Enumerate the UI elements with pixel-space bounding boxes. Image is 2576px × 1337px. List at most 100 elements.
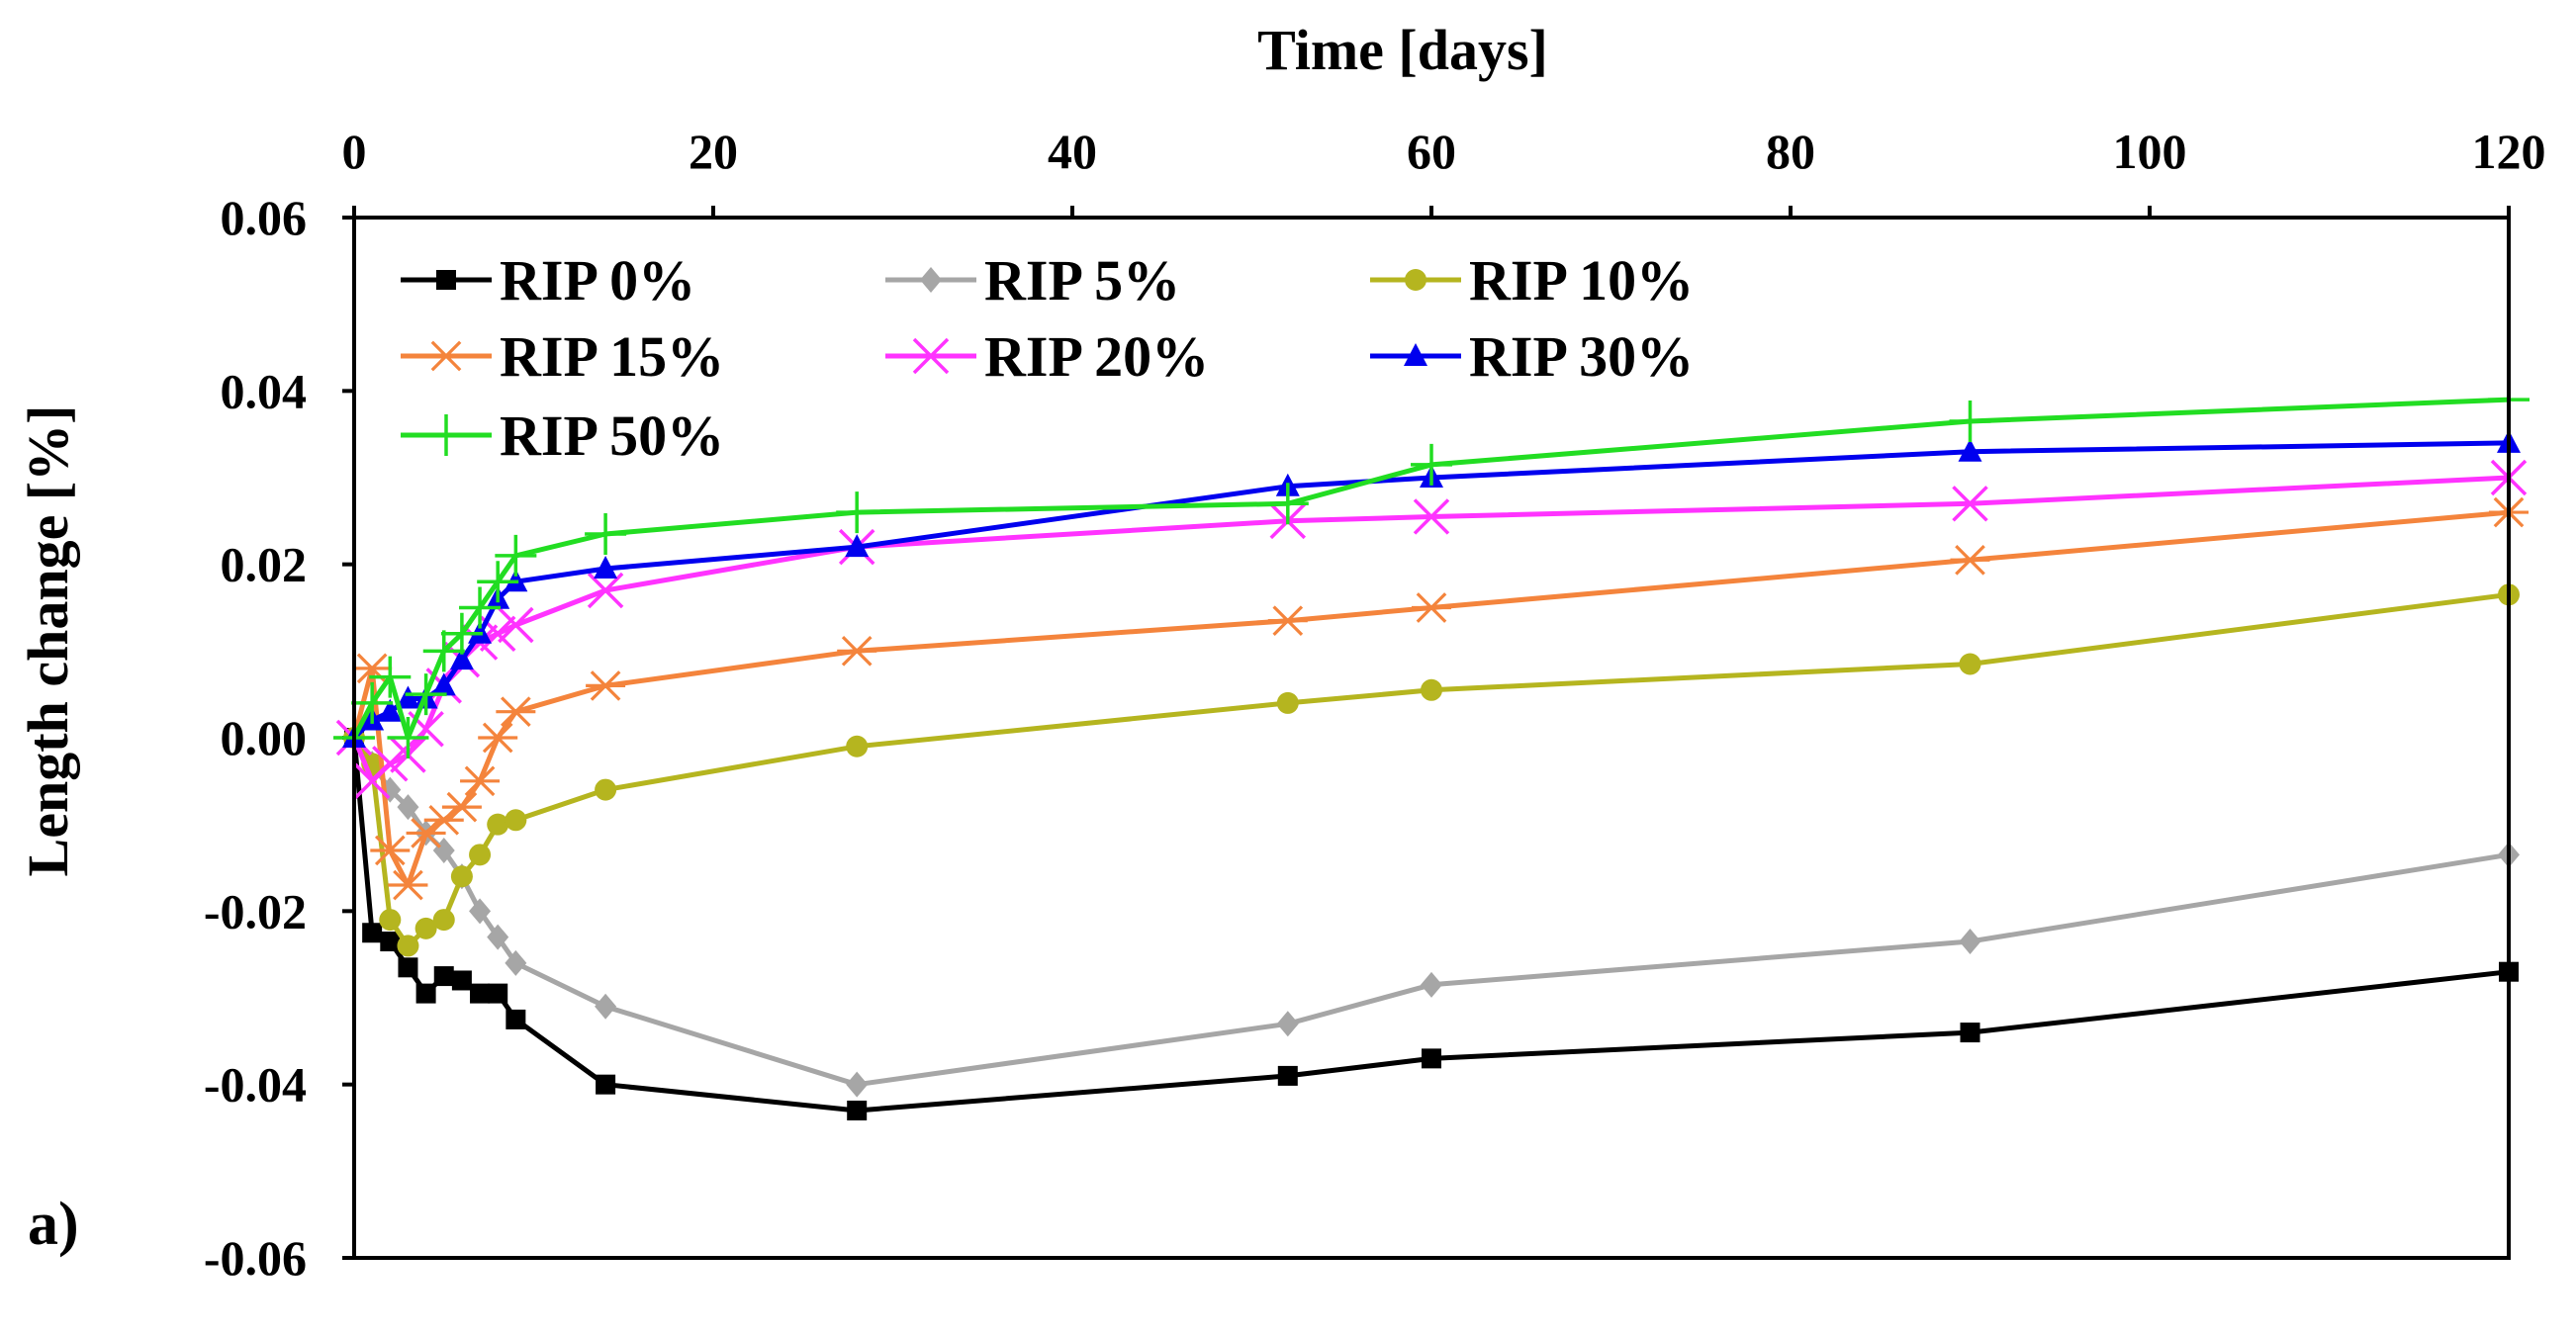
data-point bbox=[1952, 486, 1988, 522]
legend-marker bbox=[426, 340, 466, 372]
data-point bbox=[1276, 691, 1299, 714]
data-point bbox=[594, 556, 618, 579]
data-point bbox=[440, 612, 483, 655]
y-tick-label: -0.04 bbox=[204, 1057, 307, 1113]
data-point bbox=[451, 970, 472, 991]
data-point bbox=[1412, 592, 1451, 623]
series-line bbox=[351, 736, 2510, 1088]
data-point bbox=[477, 561, 519, 603]
data-point bbox=[587, 572, 624, 609]
data-point bbox=[372, 746, 409, 782]
data-point bbox=[450, 865, 473, 888]
data-point bbox=[1267, 605, 1308, 636]
y-axis-ticks: 0.06 0.04 0.02 0.00 -0.02 -0.04 -0.06 bbox=[204, 190, 354, 1286]
data-point bbox=[846, 1071, 869, 1098]
data-point bbox=[596, 1074, 616, 1095]
series-line bbox=[351, 509, 2510, 888]
data-point bbox=[1960, 1023, 1980, 1043]
data-point bbox=[845, 534, 870, 558]
data-point bbox=[378, 698, 403, 722]
data-point bbox=[495, 534, 537, 577]
data-point bbox=[846, 735, 869, 758]
legend-label: RIP 15% bbox=[500, 324, 724, 389]
legend-label: RIP 30% bbox=[1469, 324, 1694, 389]
legend-label: RIP 10% bbox=[1469, 248, 1694, 312]
data-point bbox=[415, 983, 436, 1004]
plot-frame bbox=[352, 216, 2511, 1260]
x-tick-label: 20 bbox=[689, 124, 738, 179]
legend-item: RIP 5% bbox=[885, 248, 1180, 312]
legend-label: RIP 20% bbox=[984, 324, 1209, 389]
x-tick-label: 100 bbox=[2113, 124, 2187, 179]
data-point bbox=[1413, 498, 1450, 535]
x-tick-label: 0 bbox=[342, 124, 367, 179]
data-point bbox=[1950, 544, 1990, 576]
data-point bbox=[469, 898, 492, 925]
legend-item: RIP 50% bbox=[401, 403, 724, 468]
data-point bbox=[422, 630, 465, 672]
legend: RIP 0% RIP 5% RIP 10% RIP 15% RIP 20% RIP 30%… bbox=[401, 248, 1694, 468]
data-point bbox=[837, 636, 877, 667]
data-point bbox=[1959, 653, 1981, 675]
data-point bbox=[595, 993, 617, 1020]
data-point bbox=[379, 909, 402, 932]
data-point bbox=[470, 983, 491, 1004]
data-point bbox=[441, 791, 482, 823]
data-point bbox=[414, 917, 437, 939]
y-tick-label: 0.00 bbox=[221, 710, 308, 765]
data-point bbox=[469, 844, 492, 866]
data-point bbox=[433, 966, 454, 987]
legend-label: RIP 0% bbox=[500, 248, 695, 312]
data-point bbox=[398, 957, 418, 978]
x-tick-label: 120 bbox=[2472, 124, 2546, 179]
legend-label: RIP 50% bbox=[500, 403, 724, 468]
legend-label: RIP 5% bbox=[984, 248, 1180, 312]
data-point bbox=[1276, 1011, 1299, 1037]
data-point bbox=[505, 949, 527, 976]
legend-marker bbox=[425, 414, 467, 456]
data-point bbox=[370, 835, 411, 866]
data-point bbox=[406, 818, 446, 848]
legend-marker bbox=[920, 267, 942, 293]
data-point bbox=[369, 656, 412, 698]
series-line bbox=[351, 475, 2510, 784]
data-point bbox=[1421, 971, 1442, 998]
data-point bbox=[506, 1009, 526, 1029]
legend-item: RIP 20% bbox=[885, 324, 1209, 389]
data-point bbox=[380, 932, 401, 952]
series-layer bbox=[333, 379, 2530, 1120]
legend-item: RIP 30% bbox=[1370, 324, 1694, 389]
data-point bbox=[505, 809, 527, 832]
y-tick-label: 0.04 bbox=[221, 363, 308, 418]
data-point bbox=[1421, 678, 1442, 701]
data-point bbox=[1411, 443, 1452, 486]
legend-marker bbox=[436, 270, 456, 290]
x-axis-ticks: 0 20 40 60 80 100 120 bbox=[342, 124, 2546, 218]
x-tick-label: 80 bbox=[1766, 124, 1815, 179]
data-point bbox=[1266, 483, 1309, 525]
data-point bbox=[1949, 401, 1991, 443]
x-axis-title: Time [days] bbox=[1257, 18, 1548, 82]
data-point bbox=[1277, 1065, 1298, 1086]
data-point bbox=[847, 1100, 868, 1120]
y-tick-label: -0.06 bbox=[204, 1230, 307, 1286]
data-point bbox=[498, 606, 534, 644]
data-point bbox=[487, 924, 509, 950]
y-axis-title: Length change [%] bbox=[16, 405, 80, 877]
data-point bbox=[586, 670, 626, 701]
data-point bbox=[397, 935, 419, 957]
legend-item: RIP 0% bbox=[401, 248, 695, 312]
data-point bbox=[496, 696, 536, 728]
data-point bbox=[351, 681, 394, 724]
data-point bbox=[488, 983, 508, 1004]
panel-label: a) bbox=[28, 1191, 79, 1258]
data-point bbox=[478, 722, 518, 754]
y-tick-label: 0.02 bbox=[221, 537, 308, 592]
data-point bbox=[362, 923, 383, 943]
data-point bbox=[1959, 929, 1981, 955]
x-tick-label: 60 bbox=[1407, 124, 1456, 179]
x-tick-label: 40 bbox=[1048, 124, 1097, 179]
series-line bbox=[351, 591, 2510, 948]
